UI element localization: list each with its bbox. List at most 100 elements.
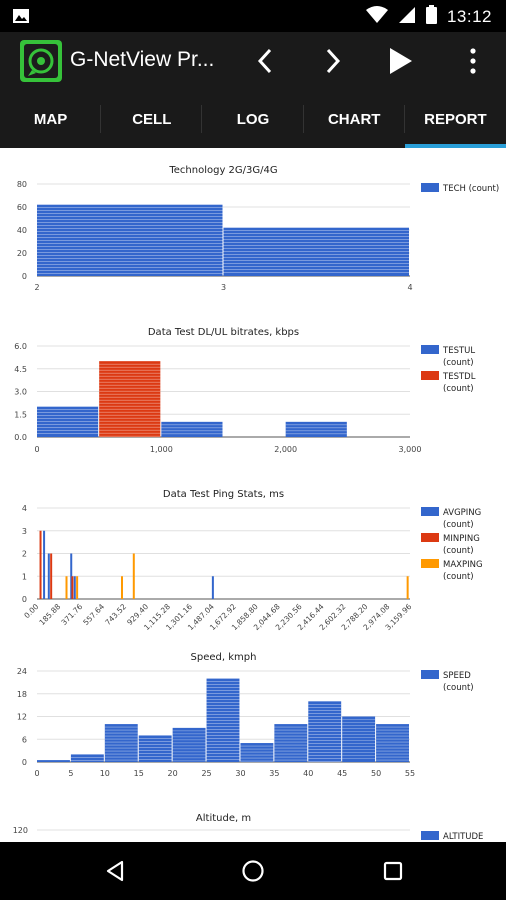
chart3-bar (43, 530, 46, 599)
overflow-menu-button[interactable] (452, 40, 494, 82)
chart1-legend-label: TECH (count) (442, 184, 499, 194)
tab-label: LOG (236, 110, 270, 128)
report-content[interactable]: Technology 2G/3G/4G TECH (count) 0 20 40 60 80… (0, 148, 506, 842)
chart3-bar (211, 576, 214, 599)
chart4-legend-label: SPEED (443, 671, 471, 681)
previous-button[interactable] (244, 40, 286, 82)
back-button[interactable] (100, 856, 130, 886)
chart2-bar (161, 421, 223, 437)
chart3-legend-label: MAXPING (443, 560, 483, 570)
chart3-bar (132, 553, 135, 599)
recents-button[interactable] (378, 856, 408, 886)
chart4-xtick: 10 (100, 769, 110, 778)
chart4-xtick: 30 (235, 769, 245, 778)
chart3-ytick: 1 (22, 572, 27, 581)
chart4-ytick: 0 (22, 758, 27, 767)
chart5-ytick: 120 (13, 826, 28, 835)
chart4-bar (104, 724, 138, 762)
chart4-xtick: 20 (168, 769, 178, 778)
chart3-ytick: 3 (22, 527, 27, 536)
tab-report[interactable]: REPORT (404, 90, 506, 148)
chart4-xtick: 40 (303, 769, 313, 778)
chart3-bar (71, 576, 74, 599)
tab-chart[interactable]: CHART (304, 90, 405, 148)
chart3-xtick: 185.88 (37, 602, 62, 627)
next-button[interactable] (312, 40, 354, 82)
image-notification-icon (12, 7, 30, 30)
chart4-bar (376, 724, 409, 762)
chart3-legend-swatch (421, 559, 439, 568)
home-circle-icon (242, 860, 264, 882)
chart4-bar (37, 760, 70, 762)
chart2-title: Data Test DL/UL bitrates, kbps (148, 327, 299, 338)
app-toolbar: G-NetView Pr... (0, 32, 506, 90)
chart1-ytick: 80 (17, 180, 27, 189)
chart4-ytick: 6 (22, 735, 27, 744)
tab-map[interactable]: MAP (0, 90, 102, 148)
back-triangle-icon (106, 860, 124, 882)
chart2-ytick: 1.5 (14, 410, 27, 419)
chart3-legend-sub: (count) (443, 546, 474, 556)
chart2-ytick: 4.5 (14, 365, 27, 374)
chart1-xtick: 4 (407, 283, 412, 292)
chart3-legend-sub: (count) (443, 520, 474, 530)
chart4-bar (138, 735, 172, 762)
tab-cell[interactable]: CELL (101, 90, 203, 148)
chart3-xtick: 557.64 (81, 602, 106, 627)
tab-label: MAP (33, 110, 68, 128)
tab-label: REPORT (424, 110, 487, 128)
chart3-xtick: 0.00 (22, 602, 40, 620)
chart4-xtick: 45 (337, 769, 347, 778)
chart1-ytick: 0 (22, 272, 27, 281)
chart3-bar (39, 530, 42, 599)
chart2-legend-sub: (count) (443, 384, 474, 394)
chart3-legend-label: AVGPING (443, 508, 481, 518)
chart1-bar (37, 204, 223, 276)
chart2-legend-swatch (421, 371, 439, 380)
chart4-legend-swatch (421, 670, 439, 679)
chart3-ytick: 2 (22, 550, 27, 559)
chart4-ytick: 18 (17, 690, 27, 699)
recents-square-icon (383, 861, 403, 881)
chart4-bar (342, 716, 376, 762)
status-bar: 13:12 (0, 0, 506, 32)
app-title: G-NetView Pr... (70, 48, 215, 71)
chart1-xtick: 3 (221, 283, 226, 292)
tab-log[interactable]: LOG (202, 90, 304, 148)
app-logo-icon[interactable] (20, 40, 62, 82)
chart5-legend-label: ALTITUDE (443, 832, 483, 842)
play-icon (390, 48, 412, 74)
home-button[interactable] (238, 856, 268, 886)
chart4-ytick: 12 (17, 713, 27, 722)
chart1-xtick: 2 (34, 283, 39, 292)
chart3-legend-swatch (421, 533, 439, 542)
chevron-right-icon (326, 48, 341, 74)
chart3-legend-sub: (count) (443, 572, 474, 582)
chart3-bar (70, 553, 73, 599)
signal-icon (398, 6, 416, 29)
chart4-xtick: 55 (405, 769, 415, 778)
chart2-bar (99, 361, 161, 437)
play-button[interactable] (380, 40, 422, 82)
navigation-bar (0, 842, 506, 900)
chart3-ytick: 4 (22, 504, 27, 513)
chart3-bar (65, 576, 68, 599)
tab-label: CHART (327, 110, 381, 128)
chart4-bar (70, 754, 104, 762)
chart2-xtick: 1,000 (150, 445, 173, 454)
chart4-xtick: 0 (34, 769, 39, 778)
chart2-ytick: 0.0 (14, 433, 27, 442)
chart2-legend-sub: (count) (443, 358, 474, 368)
chart4-bar (274, 724, 308, 762)
chart3-bar (120, 576, 123, 599)
chart2-ytick: 6.0 (14, 342, 27, 351)
chart4-bar (172, 727, 206, 762)
chart4-bar (240, 743, 274, 762)
chart4-title: Speed, kmph (191, 652, 257, 663)
chart3-bar (73, 576, 76, 599)
chart2-bar (285, 421, 347, 437)
battery-icon (425, 5, 437, 29)
chart4-xtick: 15 (134, 769, 144, 778)
chart3-legend-label: MINPING (443, 534, 480, 544)
